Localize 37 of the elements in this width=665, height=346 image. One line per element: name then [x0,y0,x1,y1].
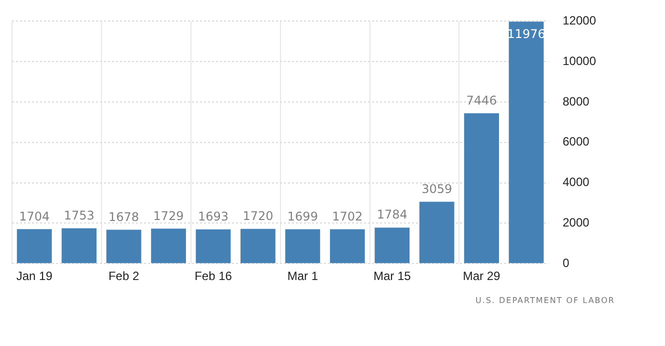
x-tick-label: Feb 2 [108,269,140,284]
y-tick-label: 0 [562,256,570,270]
data-label: 1699 [287,209,318,224]
x-tick-label: Feb 16 [194,269,232,284]
x-tick-label: Mar 29 [462,269,501,284]
bar [508,22,544,264]
data-label: 1704 [19,209,50,224]
data-label: 1702 [332,209,363,224]
y-tick-label: 10000 [562,54,596,68]
y-tick-label: 6000 [562,134,590,149]
data-label: 3059 [422,182,452,196]
data-label: 7446 [466,93,497,108]
text: U.S. DEPARTMENT OF LABOR [475,296,615,305]
x-tick-label: Mar 1 [287,269,318,284]
bar [196,229,231,264]
bar [285,229,320,264]
data-label: 1720 [242,208,274,223]
data-label: 1784 [376,208,408,222]
y-tick-label: 12000 [562,14,596,28]
bar [330,229,365,264]
data-label: 1678 [108,210,140,224]
bar [240,228,276,264]
data-label: 1753 [64,208,94,222]
data-label: 1729 [153,208,184,223]
bar [62,228,97,264]
y-tick-label: 4000 [562,175,590,190]
x-tick-label: Mar 15 [373,269,412,284]
bar [106,230,142,264]
x-tick-label: Jan 19 [16,269,53,284]
bar [419,202,454,264]
bar [16,229,52,264]
y-tick-label: 2000 [562,216,590,230]
bar [151,228,186,264]
data-label: 1693 [198,210,229,224]
bar [374,228,410,264]
y-tick-label: 8000 [562,94,590,108]
bar [464,113,499,264]
